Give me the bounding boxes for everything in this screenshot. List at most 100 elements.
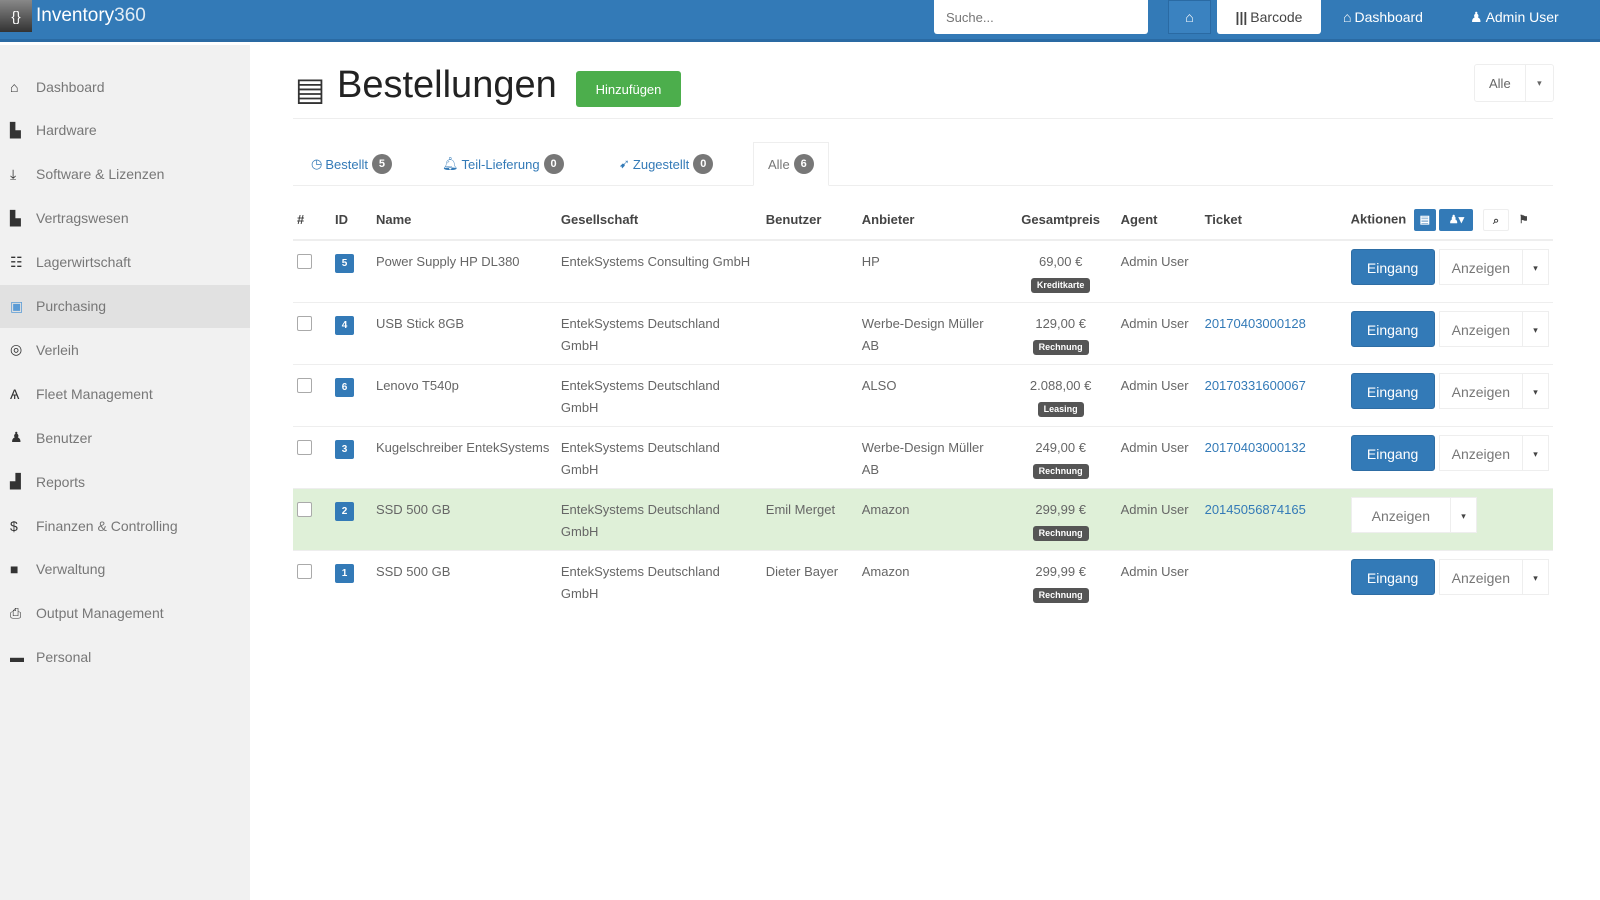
receive-button[interactable]: Eingang: [1350, 558, 1435, 595]
caret-down-icon[interactable]: ▾: [1523, 558, 1549, 595]
id-badge[interactable]: 3: [334, 439, 354, 459]
tab-label: Zugestellt: [632, 156, 690, 172]
sidebar-item-label: Software & Lizenzen: [36, 166, 165, 183]
sidebar-item-personal[interactable]: ▬ Personal: [0, 636, 250, 679]
company: EntekSystems Deutschland GmbH: [556, 487, 762, 550]
sidebar-item-purchasing[interactable]: ▣ Purchasing: [0, 284, 250, 328]
table-header: # ID Name Gesellschaft Benutzer Anbieter…: [293, 200, 1553, 241]
col-company[interactable]: Gesellschaft: [556, 200, 762, 241]
id-badge[interactable]: 5: [334, 254, 354, 273]
sidebar-item-fleet-management[interactable]: Ѧ Fleet Management: [0, 372, 250, 415]
row-checkbox[interactable]: [297, 254, 312, 269]
id-badge[interactable]: 6: [334, 377, 354, 397]
user-menu[interactable]: ♟ Admin User: [1470, 0, 1559, 34]
dashboard-link[interactable]: ⌂ Dashboard: [1343, 0, 1423, 34]
sidebar-item-lagerwirtschaft[interactable]: ☷ Lagerwirtschaft: [0, 241, 250, 284]
price: 299,99 €: [1035, 563, 1086, 579]
ticket-link[interactable]: 20170403000132: [1204, 439, 1306, 455]
status-tabs: ◷ Bestellt 5 🔔︎ Teil-Lieferung 0 ➹ Zugestellt 0 A…: [293, 142, 1553, 186]
sidebar-item-dashboard[interactable]: ⌂ Dashboard: [0, 65, 250, 108]
home-button[interactable]: ⌂: [1168, 0, 1211, 34]
caret-down-icon[interactable]: ▾: [1523, 249, 1549, 285]
agent: Admin User: [1116, 549, 1201, 612]
id-badge[interactable]: 2: [334, 501, 354, 521]
table-row: 5 Power Supply HP DL380 EntekSystems Con…: [293, 239, 1553, 302]
add-button[interactable]: Hinzufügen: [576, 71, 681, 107]
columns-icon[interactable]: ▤: [1413, 208, 1436, 231]
show-button[interactable]: Anzeigen: [1438, 249, 1523, 285]
col-id[interactable]: ID: [330, 200, 372, 241]
sidebar-item-reports[interactable]: ▟ Reports: [0, 460, 250, 503]
tab-zugestellt[interactable]: ➹ Zugestellt 0: [605, 142, 727, 186]
price: 69,00 €: [1038, 254, 1083, 269]
id-badge[interactable]: 1: [334, 563, 354, 583]
receive-button[interactable]: Eingang: [1350, 372, 1435, 409]
sidebar-item-label: Reports: [36, 473, 86, 490]
show-button[interactable]: Anzeigen: [1438, 372, 1523, 409]
col-agent[interactable]: Agent: [1116, 200, 1201, 241]
search-icon[interactable]: ⌕: [1483, 208, 1510, 231]
caret-down-icon[interactable]: ▾: [1523, 372, 1549, 409]
user: [761, 363, 858, 426]
user-filter-icon[interactable]: ♟▾: [1439, 208, 1474, 231]
row-checkbox[interactable]: [297, 315, 312, 331]
count-badge: 6: [793, 154, 814, 174]
id-badge[interactable]: 4: [334, 315, 354, 335]
col-user[interactable]: Benutzer: [761, 200, 858, 241]
col-total[interactable]: Gesamtpreis: [1004, 200, 1117, 241]
user: Emil Merget: [761, 487, 858, 550]
search-input[interactable]: [934, 0, 1148, 34]
show-button[interactable]: Anzeigen: [1438, 558, 1523, 595]
sidebar-item-output-management[interactable]: ⎙ Output Management: [0, 592, 250, 635]
caret-down-icon[interactable]: ▾: [1523, 310, 1549, 347]
price: 299,99 €: [1035, 501, 1086, 517]
sidebar-item-finanzen-controlling[interactable]: $ Finanzen & Controlling: [0, 504, 250, 547]
row-checkbox[interactable]: [297, 377, 312, 393]
filter-dropdown[interactable]: Alle ▾: [1474, 64, 1554, 102]
ticket-link[interactable]: 20145056874165: [1204, 501, 1306, 517]
sidebar-item-label: Lagerwirtschaft: [36, 254, 131, 271]
actions-label: Aktionen: [1350, 210, 1407, 226]
tab-teil-lieferung[interactable]: 🔔︎ Teil-Lieferung 0: [428, 142, 578, 186]
ticket-link[interactable]: 20170331600067: [1204, 377, 1306, 393]
row-checkbox[interactable]: [297, 563, 312, 579]
show-button[interactable]: Anzeigen: [1438, 310, 1523, 347]
sidebar-item-label: Finanzen & Controlling: [36, 517, 178, 534]
sidebar-item-label: Verleih: [36, 341, 79, 358]
sidebar-item-benutzer[interactable]: ♟ Benutzer: [0, 416, 250, 459]
chart-icon: ▟: [10, 473, 21, 490]
show-button[interactable]: Anzeigen: [1438, 434, 1523, 471]
sidebar-item-hardware[interactable]: ▙ Hardware: [0, 109, 250, 152]
item-name: SSD 500 GB: [371, 487, 557, 550]
hardware-icon: ▙: [10, 121, 21, 138]
col-vendor[interactable]: Anbieter: [857, 200, 1005, 241]
row-checkbox[interactable]: [297, 501, 312, 517]
app-logo[interactable]: {} Inventory 360: [0, 0, 146, 32]
company: EntekSystems Deutschland GmbH: [556, 363, 762, 426]
sidebar-item-verwaltung[interactable]: ■ Verwaltung: [0, 548, 250, 591]
price: 2.088,00 €: [1029, 377, 1092, 393]
caret-down-icon[interactable]: ▾: [1523, 434, 1549, 471]
caret-down-icon[interactable]: ▾: [1451, 496, 1477, 533]
receive-button[interactable]: Eingang: [1350, 310, 1435, 347]
sidebar-item-vertragswesen[interactable]: ▙ Vertragswesen: [0, 197, 250, 240]
tab-bestellt[interactable]: ◷ Bestellt 5: [297, 142, 406, 186]
show-button[interactable]: Anzeigen: [1350, 496, 1451, 533]
sidebar-item-verleih[interactable]: ◎ Verleih: [0, 328, 250, 371]
user-icon: ♟: [1470, 8, 1483, 25]
flag-icon[interactable]: ⚑: [1518, 213, 1529, 226]
barcode-button[interactable]: ||| Barcode: [1217, 0, 1321, 34]
ticket-link[interactable]: 20170403000128: [1204, 315, 1306, 331]
dollar-icon: $: [10, 517, 18, 534]
agent: Admin User: [1116, 239, 1201, 302]
tab-alle[interactable]: Alle 6: [753, 142, 829, 186]
col-num[interactable]: #: [293, 200, 331, 241]
sidebar-item-software-lizenzen[interactable]: ⤓ Software & Lizenzen: [0, 153, 250, 196]
list-icon: ▤: [295, 71, 326, 107]
col-name[interactable]: Name: [371, 200, 557, 241]
receive-button[interactable]: Eingang: [1350, 249, 1435, 285]
col-ticket[interactable]: Ticket: [1200, 200, 1347, 241]
receive-button[interactable]: Eingang: [1350, 434, 1435, 471]
row-checkbox[interactable]: [297, 439, 312, 455]
